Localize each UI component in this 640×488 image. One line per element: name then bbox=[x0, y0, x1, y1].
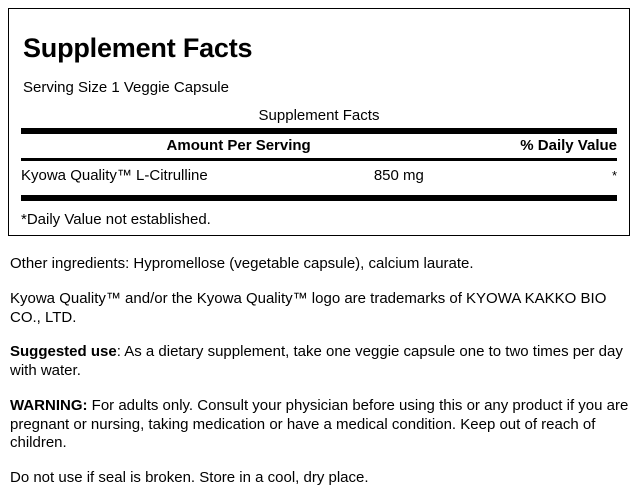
suggested-use-paragraph: Suggested use: As a dietary supplement, … bbox=[10, 343, 632, 381]
daily-value-footnote: *Daily Value not established. bbox=[21, 211, 211, 228]
panel-subtitle: Supplement Facts bbox=[258, 106, 380, 124]
panel-title: Supplement Facts bbox=[23, 33, 253, 63]
warning-text: For adults only. Consult your physician … bbox=[10, 396, 629, 452]
storage-note-paragraph: Do not use if seal is broken. Store in a… bbox=[10, 469, 369, 486]
rule-thick-bottom bbox=[21, 195, 617, 201]
suggested-use-label: Suggested use bbox=[10, 343, 117, 361]
ingredient-amount: 850 mg bbox=[373, 167, 424, 184]
column-header-amount-per-serving: Amount Per Serving bbox=[166, 137, 311, 154]
serving-size-text: Serving Size 1 Veggie Capsule bbox=[23, 79, 229, 96]
rule-thick-top bbox=[21, 128, 617, 134]
warning-paragraph: WARNING: For adults only. Consult your p… bbox=[10, 397, 632, 453]
supplement-facts-panel: Supplement Facts Serving Size 1 Veggie C… bbox=[8, 8, 630, 236]
warning-label: WARNING: bbox=[10, 396, 88, 414]
ingredient-name: Kyowa Quality™ L-Citrulline bbox=[21, 167, 208, 184]
table-header-row: Amount Per Serving % Daily Value bbox=[21, 134, 617, 157]
column-header-percent-daily-value: % Daily Value bbox=[520, 137, 617, 154]
other-ingredients-paragraph: Other ingredients: Hypromellose (vegetab… bbox=[10, 255, 474, 272]
ingredient-daily-value: * bbox=[611, 168, 617, 183]
table-row: Kyowa Quality™ L-Citrulline 850 mg * bbox=[21, 161, 617, 191]
trademark-notice-paragraph: Kyowa Quality™ and/or the Kyowa Quality™… bbox=[10, 289, 607, 326]
rule-under-header bbox=[21, 158, 617, 161]
suggested-use-text: : As a dietary supplement, take one vegg… bbox=[10, 343, 623, 379]
label-body-text: Other ingredients: Hypromellose (vegetab… bbox=[10, 255, 632, 488]
